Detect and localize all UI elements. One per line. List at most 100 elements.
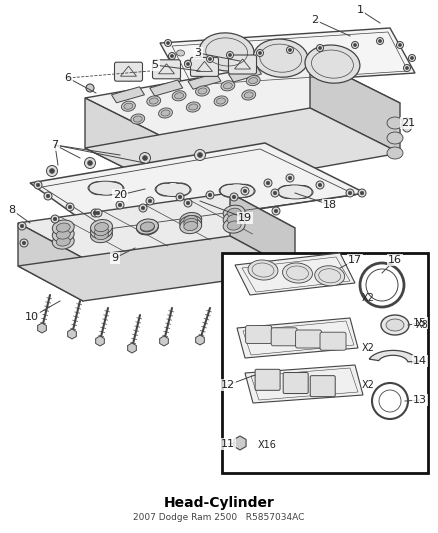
- Polygon shape: [237, 318, 358, 358]
- Circle shape: [409, 54, 416, 61]
- Ellipse shape: [175, 93, 184, 99]
- Ellipse shape: [89, 182, 107, 195]
- Ellipse shape: [184, 60, 193, 66]
- Circle shape: [271, 189, 279, 197]
- Ellipse shape: [91, 220, 113, 235]
- Polygon shape: [229, 66, 261, 82]
- Circle shape: [91, 209, 99, 217]
- Ellipse shape: [180, 219, 201, 233]
- Ellipse shape: [246, 76, 260, 86]
- FancyBboxPatch shape: [296, 330, 321, 348]
- Ellipse shape: [195, 86, 209, 96]
- Circle shape: [20, 224, 24, 228]
- Ellipse shape: [253, 39, 308, 77]
- Circle shape: [266, 181, 270, 185]
- Polygon shape: [85, 108, 400, 193]
- Ellipse shape: [52, 227, 74, 242]
- Ellipse shape: [91, 228, 113, 243]
- Circle shape: [148, 199, 152, 203]
- Ellipse shape: [180, 215, 201, 231]
- Circle shape: [318, 183, 322, 187]
- Text: 21: 21: [401, 118, 415, 128]
- Polygon shape: [18, 193, 295, 258]
- Circle shape: [142, 156, 148, 160]
- Circle shape: [353, 43, 357, 46]
- Ellipse shape: [221, 80, 235, 91]
- Circle shape: [317, 44, 324, 52]
- Circle shape: [289, 49, 292, 52]
- Text: 16: 16: [388, 255, 402, 265]
- Circle shape: [243, 189, 247, 193]
- Circle shape: [206, 191, 214, 199]
- Circle shape: [272, 207, 280, 215]
- Text: 2007 Dodge Ram 2500   R5857034AC: 2007 Dodge Ram 2500 R5857034AC: [133, 513, 305, 521]
- Ellipse shape: [141, 222, 154, 231]
- Text: X2: X2: [362, 293, 375, 303]
- Circle shape: [208, 58, 212, 61]
- Circle shape: [264, 179, 272, 187]
- Circle shape: [184, 61, 191, 68]
- Text: 1: 1: [357, 5, 364, 15]
- Circle shape: [22, 241, 26, 245]
- Circle shape: [96, 211, 100, 215]
- Polygon shape: [310, 58, 400, 153]
- Circle shape: [406, 67, 409, 70]
- Circle shape: [187, 62, 190, 66]
- Ellipse shape: [387, 147, 403, 159]
- Ellipse shape: [402, 118, 412, 132]
- Circle shape: [184, 199, 192, 207]
- Ellipse shape: [95, 227, 109, 236]
- Ellipse shape: [198, 76, 205, 82]
- Ellipse shape: [381, 315, 409, 335]
- Ellipse shape: [131, 114, 145, 124]
- Ellipse shape: [223, 212, 245, 227]
- Ellipse shape: [244, 92, 253, 98]
- Circle shape: [94, 209, 102, 217]
- Circle shape: [53, 217, 57, 221]
- Ellipse shape: [172, 183, 190, 196]
- Circle shape: [186, 201, 190, 205]
- Ellipse shape: [220, 184, 238, 197]
- Circle shape: [206, 55, 213, 62]
- Circle shape: [410, 56, 413, 60]
- Text: 9: 9: [111, 253, 119, 263]
- Ellipse shape: [172, 91, 186, 101]
- Ellipse shape: [141, 222, 154, 231]
- Circle shape: [208, 193, 212, 197]
- Polygon shape: [150, 80, 183, 96]
- Text: 5: 5: [152, 60, 159, 70]
- Circle shape: [51, 215, 59, 223]
- Circle shape: [348, 191, 352, 195]
- Circle shape: [346, 189, 354, 197]
- Ellipse shape: [133, 116, 142, 122]
- Ellipse shape: [236, 184, 254, 197]
- Ellipse shape: [191, 68, 199, 74]
- Circle shape: [258, 51, 261, 54]
- Polygon shape: [38, 323, 46, 333]
- Ellipse shape: [223, 218, 245, 233]
- Ellipse shape: [184, 219, 198, 228]
- FancyBboxPatch shape: [283, 373, 308, 393]
- Ellipse shape: [52, 234, 74, 249]
- Polygon shape: [160, 28, 415, 88]
- Text: X2: X2: [362, 380, 375, 390]
- Ellipse shape: [387, 132, 403, 144]
- Ellipse shape: [227, 208, 241, 217]
- Polygon shape: [165, 183, 181, 196]
- Circle shape: [274, 209, 278, 213]
- Polygon shape: [160, 336, 168, 346]
- Text: 10: 10: [25, 312, 39, 322]
- Ellipse shape: [52, 220, 74, 235]
- Circle shape: [273, 191, 277, 195]
- Circle shape: [318, 46, 321, 50]
- Ellipse shape: [223, 205, 245, 220]
- Ellipse shape: [387, 117, 403, 129]
- Ellipse shape: [189, 104, 198, 110]
- Polygon shape: [18, 223, 83, 301]
- Polygon shape: [67, 329, 76, 339]
- Circle shape: [358, 189, 366, 197]
- Circle shape: [377, 37, 384, 44]
- FancyBboxPatch shape: [152, 60, 180, 79]
- Ellipse shape: [214, 96, 228, 106]
- Bar: [222, 253, 428, 473]
